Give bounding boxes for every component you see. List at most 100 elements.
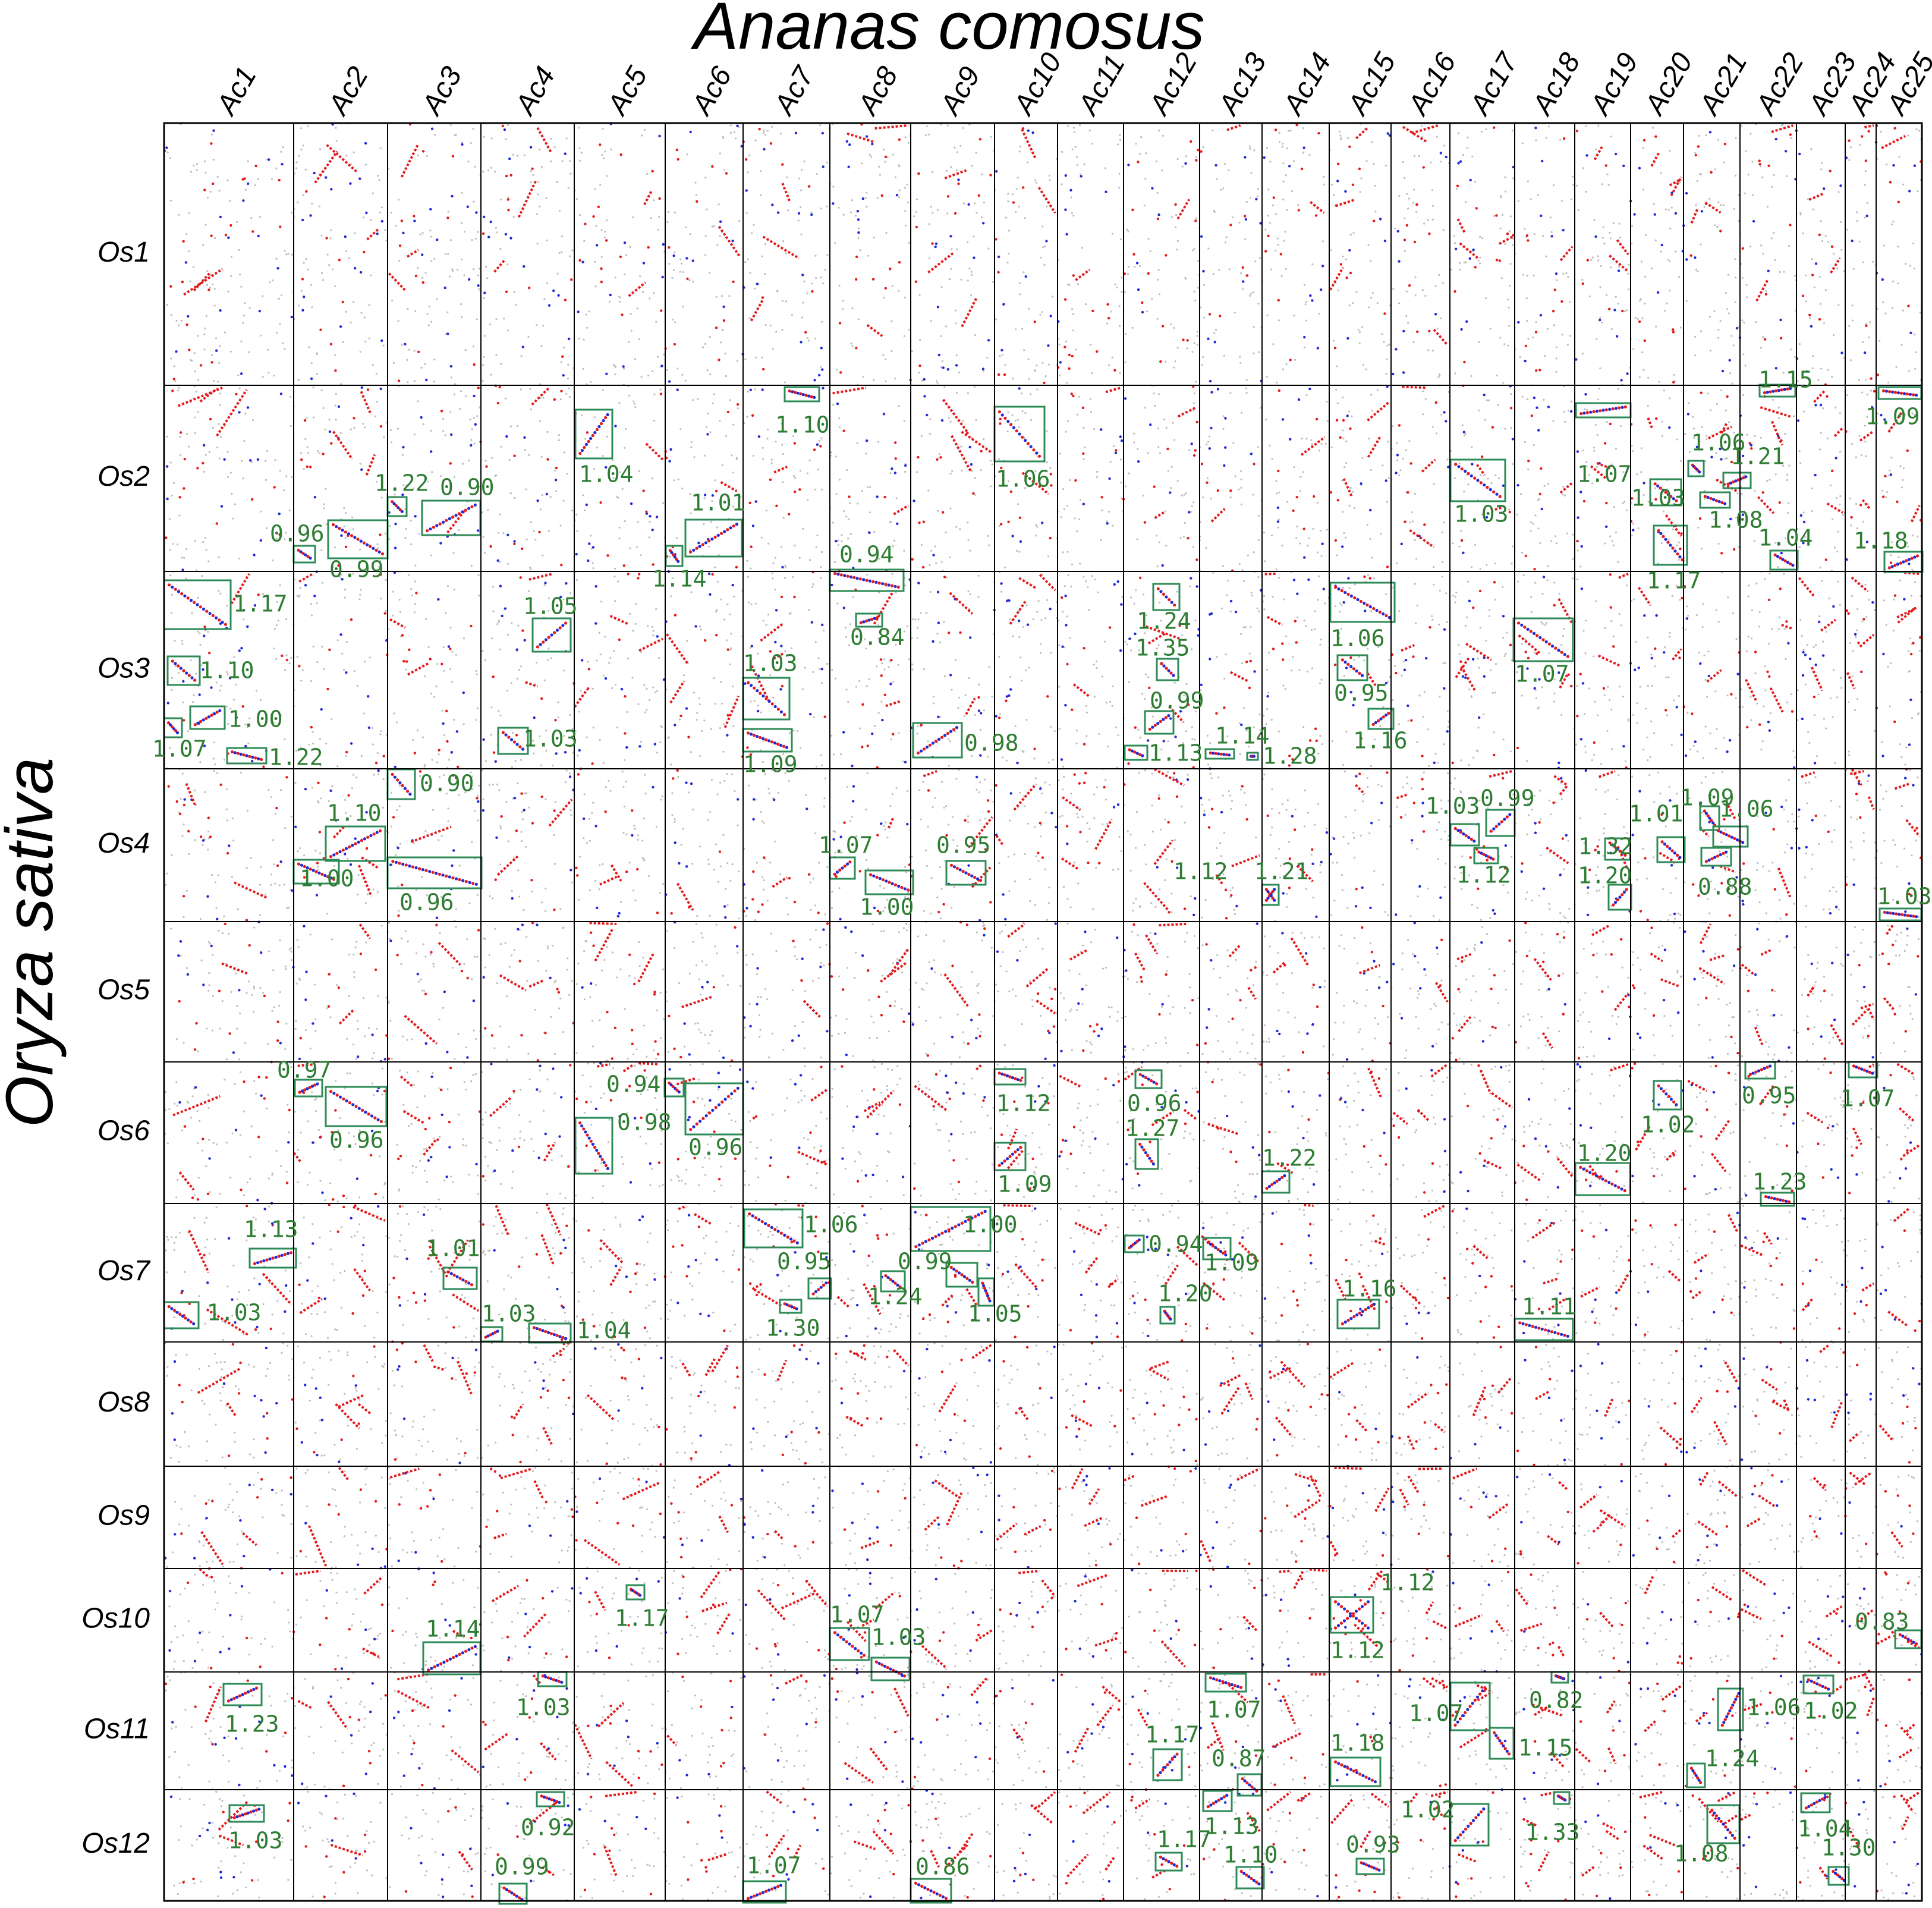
gene-pair-dot bbox=[923, 395, 926, 398]
background-dot bbox=[1606, 730, 1609, 732]
background-dot bbox=[903, 630, 906, 633]
background-dot bbox=[849, 533, 852, 536]
background-dot bbox=[1379, 725, 1382, 728]
background-dot bbox=[512, 153, 514, 156]
background-dot bbox=[1799, 213, 1802, 216]
background-dot bbox=[1033, 757, 1036, 760]
background-dot bbox=[1142, 494, 1145, 497]
gene-pair-dot bbox=[674, 724, 676, 727]
background-dot bbox=[1250, 592, 1253, 594]
gene-pair-dot bbox=[1064, 298, 1067, 301]
gene-pair-dot bbox=[1315, 417, 1319, 421]
gene-pair-dot bbox=[1108, 626, 1112, 629]
background-dot bbox=[750, 603, 753, 606]
background-dot bbox=[508, 458, 511, 461]
background-dot bbox=[929, 564, 931, 567]
background-dot bbox=[285, 475, 288, 477]
collinear-segment bbox=[1176, 199, 1191, 220]
background-dot bbox=[441, 709, 443, 712]
background-dot bbox=[1742, 526, 1744, 529]
gene-pair-dot bbox=[871, 278, 875, 281]
background-dot bbox=[1907, 545, 1909, 548]
background-dot bbox=[380, 496, 383, 499]
gene-pair-dot bbox=[496, 559, 499, 562]
background-dot bbox=[537, 181, 540, 183]
background-dot bbox=[565, 392, 568, 395]
gene-pair-dot bbox=[1535, 652, 1538, 655]
background-dot bbox=[1041, 573, 1044, 576]
background-dot bbox=[1642, 493, 1645, 496]
gene-pair-dot bbox=[934, 242, 938, 245]
background-dot bbox=[1034, 470, 1037, 472]
background-dot bbox=[1058, 343, 1061, 346]
gene-pair-dot bbox=[1764, 338, 1767, 341]
background-dot bbox=[1405, 290, 1408, 293]
background-dot bbox=[1028, 307, 1030, 310]
background-dot bbox=[592, 727, 594, 729]
background-dot bbox=[219, 689, 221, 692]
gene-pair-dot bbox=[1329, 491, 1333, 494]
collinear-segment bbox=[1559, 482, 1574, 494]
background-dot bbox=[647, 624, 649, 627]
gene-pair-dot bbox=[756, 282, 759, 285]
background-dot bbox=[1815, 755, 1818, 757]
gene-pair-dot bbox=[745, 158, 748, 161]
background-dot bbox=[1370, 260, 1372, 262]
background-dot bbox=[275, 624, 278, 627]
background-dot bbox=[958, 371, 961, 374]
background-dot bbox=[1125, 333, 1127, 335]
gene-pair-dot bbox=[1207, 337, 1210, 340]
background-dot bbox=[1840, 687, 1843, 689]
background-dot bbox=[1411, 520, 1414, 523]
background-dot bbox=[1138, 649, 1141, 652]
background-dot bbox=[1232, 442, 1235, 444]
gene-pair-dot bbox=[1083, 647, 1085, 650]
background-dot bbox=[1839, 603, 1841, 606]
background-dot bbox=[1881, 489, 1884, 492]
gene-pair-dot bbox=[1065, 232, 1068, 236]
background-dot bbox=[511, 766, 514, 768]
background-dot bbox=[1552, 420, 1555, 422]
background-dot bbox=[1223, 163, 1226, 165]
background-dot bbox=[202, 541, 204, 543]
background-dot bbox=[755, 356, 757, 359]
background-dot bbox=[728, 295, 731, 297]
background-dot bbox=[476, 318, 478, 320]
background-dot bbox=[1571, 577, 1574, 580]
background-dot bbox=[1670, 744, 1673, 746]
background-dot bbox=[830, 734, 833, 737]
background-dot bbox=[1755, 320, 1757, 323]
gene-pair-dot bbox=[1779, 318, 1782, 322]
background-dot bbox=[782, 240, 785, 243]
background-dot bbox=[1185, 492, 1187, 495]
background-dot bbox=[987, 247, 990, 250]
background-dot bbox=[169, 574, 172, 577]
background-dot bbox=[1541, 686, 1543, 689]
background-dot bbox=[336, 639, 339, 642]
background-dot bbox=[1569, 335, 1572, 337]
background-dot bbox=[1278, 141, 1280, 143]
background-dot bbox=[1358, 656, 1361, 658]
gene-pair-dot bbox=[658, 134, 661, 137]
gene-pair-dot bbox=[668, 246, 671, 249]
background-dot bbox=[317, 450, 319, 452]
background-dot bbox=[982, 370, 984, 372]
gene-pair-dot bbox=[662, 243, 665, 246]
background-dot bbox=[442, 646, 445, 649]
background-dot bbox=[310, 680, 313, 683]
gene-pair-dot bbox=[1003, 373, 1006, 376]
gene-pair-dot bbox=[240, 372, 243, 375]
background-dot bbox=[764, 243, 766, 246]
background-dot bbox=[527, 336, 530, 338]
background-dot bbox=[1448, 391, 1450, 393]
gene-pair-dot bbox=[1884, 474, 1887, 477]
background-dot bbox=[1303, 620, 1305, 622]
background-dot bbox=[417, 267, 419, 269]
gene-pair-dot bbox=[1069, 188, 1072, 192]
background-dot bbox=[950, 268, 952, 270]
background-dot bbox=[869, 486, 871, 488]
background-dot bbox=[295, 167, 297, 169]
background-dot bbox=[928, 133, 930, 136]
gene-pair-dot bbox=[1406, 704, 1409, 708]
background-dot bbox=[188, 212, 190, 215]
